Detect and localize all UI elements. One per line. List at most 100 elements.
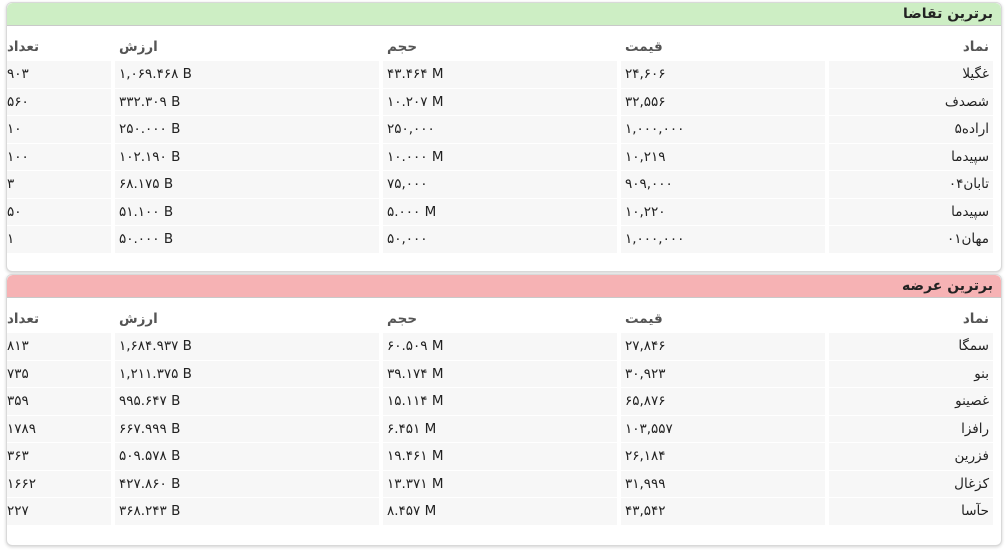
value-cell: ۱,۰۶۹.۴۶۸ B [115,61,379,88]
count-cell-text: ۳۶۳ [7,448,29,465]
top-supply-panel: برترین عرضه نماد قیمت حجم ارزش تعداد سمگ… [6,274,1002,546]
symbol-cell-text: کزغال [954,475,989,492]
count-cell-text: ۳ [7,176,15,193]
volume-cell: ۷۵,۰۰۰ [383,171,617,198]
volume-cell-text: ۵.۰۰۰ M [387,203,437,220]
table-row[interactable]: مهان۰۱ ۱,۰۰۰,۰۰۰ ۵۰,۰۰۰ ۵۰.۰۰۰ B ۱ [7,225,993,253]
volume-cell-text: ۱۳.۳۷۱ M [387,475,444,492]
value-cell: ۹۹۵.۶۴۷ B [115,388,379,415]
table-row[interactable]: کزغال ۳۱,۹۹۹ ۱۳.۳۷۱ M ۴۲۷.۸۶۰ B ۱۶۶۲ [7,469,993,497]
price-cell-text: ۲۷,۸۴۶ [625,338,666,355]
table-row[interactable]: اراده۵ ۱,۰۰۰,۰۰۰ ۲۵۰,۰۰۰ ۲۵۰.۰۰۰ B ۱۰ [7,115,993,143]
table-row[interactable]: بنو ۳۰,۹۲۳ ۳۹.۱۷۴ M ۱,۲۱۱.۳۷۵ B ۷۳۵ [7,359,993,387]
volume-cell: ۸.۴۵۷ M [383,498,617,525]
column-header-count[interactable]: تعداد [7,311,40,327]
column-header-price[interactable]: قیمت [625,39,663,55]
table-row[interactable]: تابان۰۴ ۹۰۹,۰۰۰ ۷۵,۰۰۰ ۶۸.۱۷۵ B ۳ [7,170,993,198]
price-cell: ۱۰,۲۱۹ [621,143,825,170]
price-cell: ۶۵,۸۷۶ [621,388,825,415]
volume-cell-text: ۵۰,۰۰۰ [387,231,428,248]
table-row[interactable]: شصدف ۳۲,۵۵۶ ۱۰.۲۰۷ M ۳۳۲.۳۰۹ B ۵۶۰ [7,87,993,115]
volume-cell: ۱۰.۰۰۰ M [383,143,617,170]
symbol-cell[interactable]: مهان۰۱ [829,226,993,253]
volume-cell-text: ۱۰.۲۰۷ M [387,93,444,110]
symbol-cell[interactable]: فزرین [829,443,993,470]
symbol-cell[interactable]: بنو [829,360,993,387]
price-cell-text: ۳۰,۹۲۳ [625,365,666,382]
table-row[interactable]: رافزا ۱۰۳,۵۵۷ ۶.۴۵۱ M ۶۶۷.۹۹۹ B ۱۷۸۹ [7,414,993,442]
symbol-cell[interactable]: سمگا [829,333,993,360]
count-cell: ۹۰۳ [7,61,111,88]
table-row[interactable]: غگیلا ۲۴,۶۰۶ ۴۳.۴۶۴ M ۱,۰۶۹.۴۶۸ B ۹۰۳ [7,61,993,88]
symbol-cell-text: فزرین [954,448,989,465]
symbol-cell[interactable]: کزغال [829,470,993,497]
price-cell: ۳۱,۹۹۹ [621,470,825,497]
symbol-cell[interactable]: رافزا [829,415,993,442]
volume-cell: ۴۳.۴۶۴ M [383,61,617,88]
volume-cell-text: ۱۹.۴۶۱ M [387,448,444,465]
price-cell: ۲۷,۸۴۶ [621,333,825,360]
value-cell-text: ۹۹۵.۶۴۷ B [119,393,181,410]
count-cell-text: ۵۶۰ [7,93,29,110]
count-cell-text: ۲۲۷ [7,503,29,520]
value-cell-text: ۶۸.۱۷۵ B [119,176,174,193]
count-cell: ۱ [7,226,111,253]
column-header-volume[interactable]: حجم [387,311,418,327]
value-cell: ۴۲۷.۸۶۰ B [115,470,379,497]
count-cell: ۳۶۳ [7,443,111,470]
symbol-cell-text: سمگا [958,338,989,355]
column-header-symbol[interactable]: نماد [962,39,989,55]
volume-cell: ۱۹.۴۶۱ M [383,443,617,470]
table-row[interactable]: فزرین ۲۶,۱۸۴ ۱۹.۴۶۱ M ۵۰۹.۵۷۸ B ۳۶۳ [7,442,993,470]
column-header-value[interactable]: ارزش [119,39,158,55]
symbol-cell[interactable]: شصدف [829,88,993,115]
column-header-price[interactable]: قیمت [625,311,663,327]
symbol-cell[interactable]: تابان۰۴ [829,171,993,198]
count-cell: ۲۲۷ [7,498,111,525]
count-cell-text: ۱۰ [7,121,22,138]
value-cell: ۲۵۰.۰۰۰ B [115,116,379,143]
table-row[interactable]: سپیدما ۱۰,۲۲۰ ۵.۰۰۰ M ۵۱.۱۰۰ B ۵۰ [7,197,993,225]
price-cell-text: ۴۳,۵۴۲ [625,503,666,520]
table-row[interactable]: سپیدما ۱۰,۲۱۹ ۱۰.۰۰۰ M ۱۰۲.۱۹۰ B ۱۰۰ [7,142,993,170]
symbol-cell-text: سپیدما [951,203,989,220]
value-cell-text: ۵۰۹.۵۷۸ B [119,448,181,465]
volume-cell-text: ۴۳.۴۶۴ M [387,66,444,83]
price-cell-text: ۳۲,۵۵۶ [625,93,666,110]
price-cell: ۴۳,۵۴۲ [621,498,825,525]
volume-cell-text: ۶۰.۵۰۹ M [387,338,444,355]
table-header-row: نماد قیمت حجم ارزش تعداد [7,33,993,61]
value-cell: ۵۰۹.۵۷۸ B [115,443,379,470]
value-cell: ۳۶۸.۲۴۳ B [115,498,379,525]
symbol-cell-text: تابان۰۴ [948,176,989,193]
symbol-cell-text: سپیدما [951,148,989,165]
top-demand-table: نماد قیمت حجم ارزش تعداد غگیلا ۲۴,۶۰۶ ۴۳.۴… [7,33,993,253]
symbol-cell[interactable]: غگیلا [829,61,993,88]
count-cell-text: ۵۰ [7,203,22,220]
column-header-symbol[interactable]: نماد [962,311,989,327]
column-header-volume[interactable]: حجم [387,39,418,55]
symbol-cell[interactable]: اراده۵ [829,116,993,143]
price-cell: ۳۰,۹۲۳ [621,360,825,387]
symbol-cell[interactable]: غصینو [829,388,993,415]
column-header-count[interactable]: تعداد [7,39,40,55]
price-cell-text: ۹۰۹,۰۰۰ [625,176,673,193]
volume-cell: ۱۰.۲۰۷ M [383,88,617,115]
value-cell: ۶۸.۱۷۵ B [115,171,379,198]
value-cell-text: ۶۶۷.۹۹۹ B [119,420,181,437]
value-cell: ۱,۲۱۱.۳۷۵ B [115,360,379,387]
price-cell: ۱۰,۲۲۰ [621,198,825,225]
table-row[interactable]: سمگا ۲۷,۸۴۶ ۶۰.۵۰۹ M ۱,۶۸۴.۹۳۷ B ۸۱۳ [7,333,993,360]
symbol-cell[interactable]: حآسا [829,498,993,525]
price-cell: ۱,۰۰۰,۰۰۰ [621,116,825,143]
table-row[interactable]: غصینو ۶۵,۸۷۶ ۱۵.۱۱۴ M ۹۹۵.۶۴۷ B ۳۵۹ [7,387,993,415]
symbol-cell-text: مهان۰۱ [947,231,989,248]
symbol-cell[interactable]: سپیدما [829,198,993,225]
value-cell-text: ۵۱.۱۰۰ B [119,203,174,220]
column-header-value[interactable]: ارزش [119,311,158,327]
price-cell: ۱۰۳,۵۵۷ [621,415,825,442]
symbol-cell-text: اراده۵ [954,121,989,138]
symbol-cell[interactable]: سپیدما [829,143,993,170]
symbol-cell-text: حآسا [961,503,989,520]
table-row[interactable]: حآسا ۴۳,۵۴۲ ۸.۴۵۷ M ۳۶۸.۲۴۳ B ۲۲۷ [7,497,993,525]
